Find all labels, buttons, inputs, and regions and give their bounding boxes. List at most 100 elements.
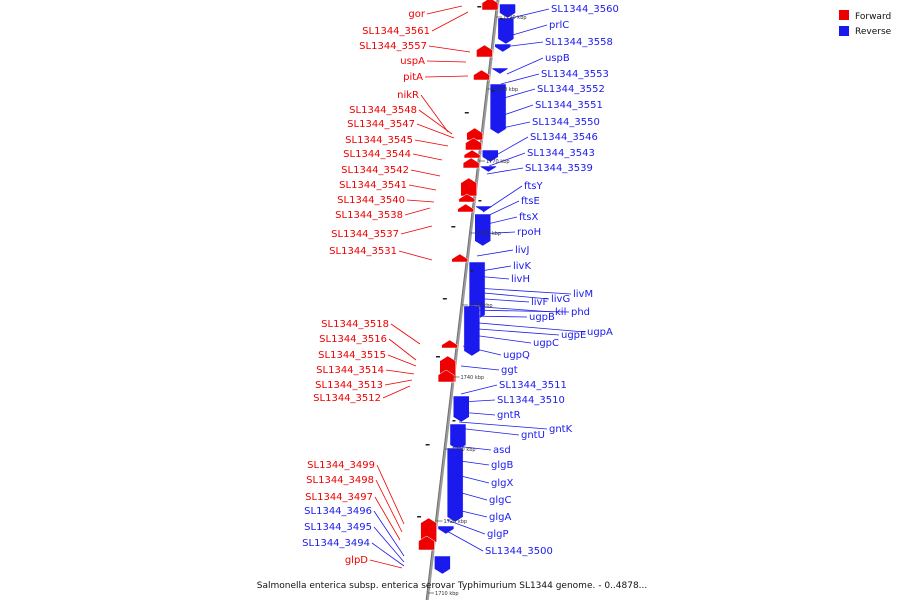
gene-label: SL1344_3548 — [349, 105, 417, 116]
reverse-feature-block — [480, 165, 497, 173]
leader-line — [476, 231, 516, 235]
gene-label: gor — [408, 9, 425, 20]
feature-blocks — [417, 0, 516, 575]
gene-label: rpoH — [517, 227, 541, 238]
leader-line — [382, 385, 411, 399]
forward-feature-block — [462, 157, 480, 169]
gene-label: SL1344_3544 — [343, 149, 411, 160]
reverse-feature-block — [499, 3, 516, 19]
reverse-feature-block — [489, 83, 507, 135]
leader-line — [428, 45, 471, 53]
leader-line — [510, 41, 544, 47]
gene-label: glgC — [489, 495, 511, 506]
leader-line — [462, 345, 502, 356]
leader-line — [494, 104, 534, 119]
gene-label: SL1344_3542 — [341, 165, 409, 176]
scale-ticks: 1790 kbp 1780 kbp 1770 kbp 1760 kbp 1750 kbp… — [428, 15, 527, 597]
legend-reverse-swatch — [839, 26, 849, 36]
leader-line — [456, 427, 520, 436]
gene-label: SL1344_3546 — [530, 132, 598, 143]
legend-reverse-label: Reverse — [855, 27, 892, 37]
scale-tick-label: 1710 kbp — [435, 591, 459, 597]
leader-line — [458, 421, 548, 430]
gene-label: SL1344_3541 — [339, 180, 407, 191]
gene-label: livG — [551, 294, 570, 305]
gene-label: uspB — [545, 53, 570, 64]
leader-line — [400, 225, 433, 235]
gene-label: ugpA — [587, 327, 613, 338]
leader-line — [418, 109, 453, 135]
gene-label: SL1344_3537 — [331, 229, 399, 240]
gene-label: SL1344_3560 — [551, 4, 619, 15]
leader-line — [490, 136, 529, 159]
leader-line — [460, 365, 500, 371]
leader-line — [506, 57, 544, 75]
backbone-shadow — [425, 0, 498, 600]
gene-label: SL1344_3498 — [306, 475, 374, 486]
leader-line — [374, 496, 401, 541]
leader-line — [416, 123, 455, 139]
track-dash — [435, 356, 440, 358]
backbone-line — [425, 0, 500, 600]
gene-label: SL1344_3495 — [304, 522, 372, 533]
forward-feature-block — [451, 253, 469, 263]
leader-line — [460, 384, 498, 395]
forward-feature-block — [473, 69, 490, 81]
leader-line — [410, 169, 441, 177]
forward-feature-block — [437, 369, 455, 383]
reverse-feature-block — [491, 67, 509, 75]
gene-label: livF — [531, 297, 548, 308]
gene-label: livJ — [515, 245, 529, 256]
gene-label: SL1344_3547 — [347, 119, 415, 130]
forward-feature-block — [460, 177, 478, 197]
legend-forward-label: Forward — [855, 12, 891, 22]
gene-label: glgX — [491, 478, 513, 489]
legend-forward-swatch — [839, 10, 849, 20]
leader-line — [486, 167, 524, 175]
track-dash — [478, 200, 482, 202]
gene-label: livK — [513, 261, 531, 272]
scale-tick-label: 1780 kbp — [494, 87, 518, 93]
leader-line — [452, 473, 490, 484]
gene-label: livH — [511, 274, 530, 285]
reverse-feature-block — [437, 525, 455, 535]
gene-label: SL1344_3500 — [485, 546, 553, 557]
leader-line — [376, 464, 405, 525]
reverse-feature-block — [446, 447, 464, 523]
scale-tick-label: 1760 kbp — [478, 231, 502, 237]
leader-line — [482, 185, 523, 213]
gene-label: SL1344_3539 — [525, 163, 593, 174]
gene-label: SL1344_3561 — [362, 26, 430, 37]
leader-line — [398, 250, 433, 261]
track-dash — [464, 112, 469, 114]
reverse-feature-block — [449, 423, 467, 451]
forward-feature-block — [465, 137, 482, 151]
gene-label: kil — [555, 307, 566, 318]
leader-line — [424, 75, 469, 78]
leader-line — [426, 5, 463, 15]
leader-line — [488, 152, 526, 167]
leader-line — [454, 445, 492, 451]
gene-label: gntU — [521, 430, 545, 441]
gene-label: ggt — [501, 365, 518, 376]
gene-label: SL1344_3531 — [329, 246, 397, 257]
leader-line — [450, 489, 488, 501]
gene-label: glgA — [489, 512, 511, 523]
gene-label: SL1344_3518 — [321, 319, 389, 330]
track-dash — [470, 270, 474, 272]
leader-line — [458, 411, 496, 416]
gene-label: SL1344_3540 — [337, 195, 405, 206]
gene-label: SL1344_3511 — [499, 380, 567, 391]
gene-label: phd — [571, 307, 590, 318]
track-dash — [477, 6, 482, 8]
reverse-feature-block — [497, 17, 515, 45]
leader-line — [414, 139, 449, 147]
leader-lines — [369, 5, 586, 569]
gene-labels: gor SL1344_3561 SL1344_3557 uspA pitA nikR SL1… — [302, 4, 619, 566]
forward-feature-block — [476, 44, 493, 58]
gene-label: SL1344_3558 — [545, 37, 613, 48]
gene-label: glgB — [491, 460, 513, 471]
leader-line — [482, 200, 520, 219]
gene-label: SL1344_3515 — [318, 350, 386, 361]
leader-line — [375, 479, 403, 533]
